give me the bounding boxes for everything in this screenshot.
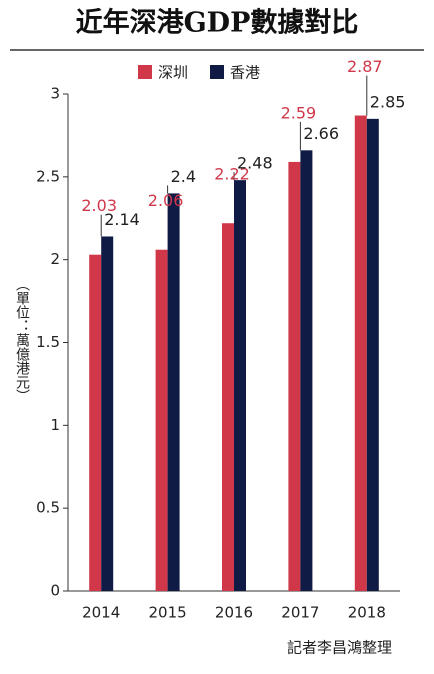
bar [101, 236, 114, 591]
y-tick-label: 1 [50, 416, 60, 434]
value-label: 2.03 [81, 196, 117, 215]
y-axis-label: （單位：萬億港元） [14, 277, 30, 403]
x-tick-label: 2017 [281, 604, 319, 622]
legend-swatch [138, 65, 152, 79]
x-tick-label: 2014 [82, 604, 120, 622]
value-label: 2.48 [237, 154, 273, 173]
value-label: 2.14 [104, 210, 140, 229]
value-label: 2.87 [347, 57, 383, 76]
x-tick-label: 2016 [215, 604, 253, 622]
x-tick-label: 2018 [348, 604, 386, 622]
x-tick-label: 2015 [149, 604, 187, 622]
y-tick-label: 0 [50, 582, 60, 600]
value-label: 2.06 [148, 191, 184, 210]
value-label: 2.4 [171, 167, 196, 186]
y-tick-label: 0.5 [36, 499, 60, 517]
bar [167, 193, 180, 591]
bar [234, 180, 246, 591]
y-tick-label: 2 [50, 250, 60, 268]
value-label: 2.59 [281, 103, 317, 122]
bar [366, 118, 379, 591]
value-label: 2.22 [214, 165, 250, 184]
y-tick-label: 2.5 [36, 167, 60, 185]
bar [288, 161, 301, 591]
bar [354, 115, 367, 591]
chart-title: 近年深港GDP數據對比 [76, 7, 359, 39]
value-label: 2.66 [303, 124, 339, 143]
bar [222, 223, 234, 591]
legend-label: 香港 [230, 64, 260, 82]
y-tick-label: 1.5 [36, 333, 60, 351]
bar [89, 254, 102, 592]
bar [155, 249, 168, 591]
bar [300, 150, 313, 591]
note: 記者李昌鴻整理 [287, 639, 392, 657]
y-tick-label: 3 [50, 85, 60, 103]
legend-label: 深圳 [158, 64, 188, 82]
legend-swatch [210, 65, 224, 79]
value-label: 2.85 [370, 92, 406, 111]
